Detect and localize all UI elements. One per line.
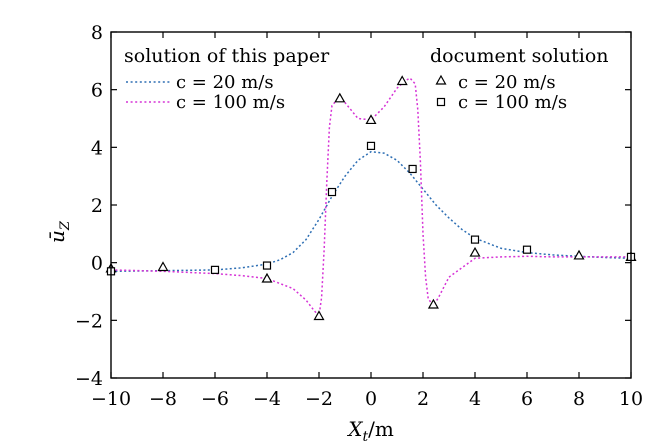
legend-entry-doc-20: c = 20 m/s xyxy=(458,72,556,93)
data-point-triangle xyxy=(365,114,377,125)
x-tick-label: 2 xyxy=(417,388,429,410)
data-point-square xyxy=(522,245,532,254)
data-point-square xyxy=(210,265,220,274)
x-tick-label: −10 xyxy=(91,388,131,410)
y-tick-label: 6 xyxy=(91,80,103,102)
y-tick-label: 4 xyxy=(91,137,103,159)
data-point-triangle xyxy=(427,298,439,309)
legend-entry-paper-100: c = 100 m/s xyxy=(176,92,285,113)
x-tick-label: 6 xyxy=(521,388,533,410)
x-tick-label: −4 xyxy=(253,388,281,410)
x-tick-label: −2 xyxy=(305,388,333,410)
data-point-triangle xyxy=(469,246,481,257)
plot-frame xyxy=(110,31,632,379)
x-tick-label: 0 xyxy=(365,388,377,410)
legend-marker-triangle xyxy=(435,74,447,85)
y-tick-label: 8 xyxy=(91,22,103,44)
data-point-square xyxy=(408,164,417,174)
data-point-square xyxy=(470,235,480,244)
data-point-triangle xyxy=(157,261,169,272)
data-point-triangle xyxy=(334,92,346,103)
series-line-0 xyxy=(110,150,632,273)
legend: solution of this paper document solution… xyxy=(124,45,609,113)
data-point-square xyxy=(366,141,376,150)
x-tick-label: −8 xyxy=(149,388,177,410)
legend-group-left-title: solution of this paper xyxy=(124,45,330,67)
y-tick-label: −2 xyxy=(75,310,103,332)
legend-group-right-title: document solution xyxy=(430,45,609,67)
legend-entry-doc-100: c = 100 m/s xyxy=(458,92,567,113)
x-axis-label: Xt/m xyxy=(346,417,394,445)
legend-marker-square xyxy=(436,97,446,107)
legend-entry-paper-20: c = 20 m/s xyxy=(176,72,274,93)
x-tick-label: −6 xyxy=(201,388,229,410)
y-axis-label: ūZ xyxy=(45,220,73,243)
data-point-triangle xyxy=(313,310,325,321)
x-tick-label: 8 xyxy=(573,388,585,410)
data-point-triangle xyxy=(573,249,585,260)
data-point-triangle xyxy=(261,272,273,283)
data-point-square xyxy=(327,187,337,197)
x-tick-label: 4 xyxy=(469,388,481,410)
series-line-1 xyxy=(110,77,631,318)
data-point-square xyxy=(262,261,272,270)
y-tick-label: −4 xyxy=(75,368,103,390)
tick-labels: −10 −8 −6 −4 −2 0 2 4 6 8 10 −4 −2 0 2 4 6 8 xyxy=(75,22,643,410)
x-tick-label: 10 xyxy=(619,388,643,410)
data-point-triangle xyxy=(396,75,408,86)
y-tick-label: 0 xyxy=(91,253,103,275)
y-tick-label: 2 xyxy=(91,195,103,217)
